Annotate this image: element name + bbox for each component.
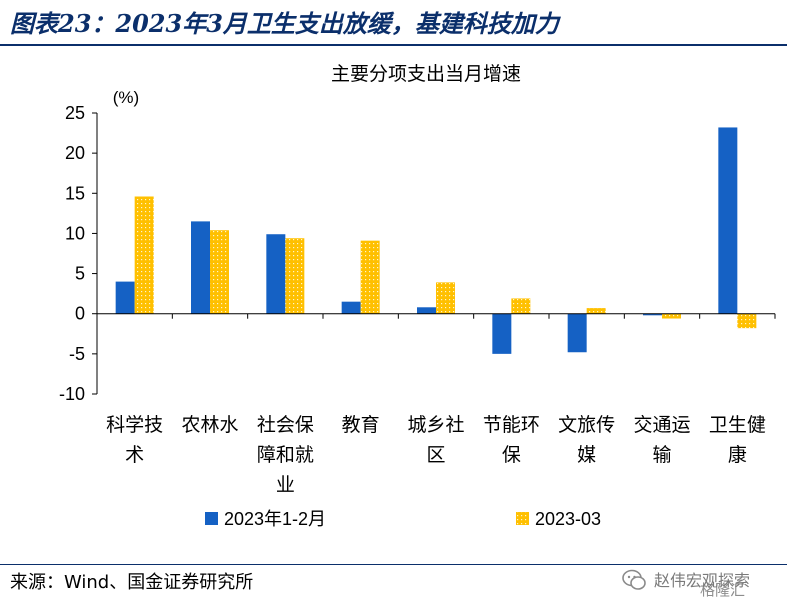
- bar-series-2: [511, 298, 531, 314]
- x-category-label: 术: [125, 444, 144, 466]
- legend-swatch-series-1: [205, 512, 218, 525]
- bar-series-2: [360, 240, 380, 314]
- bar-series-2: [210, 230, 229, 314]
- chart-title: 主要分项支出当月增速: [331, 63, 521, 85]
- bottom-rule: [0, 564, 787, 565]
- x-category-label: 业: [276, 474, 295, 496]
- watermark: 赵伟宏观探索 格隆汇: [616, 565, 786, 599]
- wechat-icon: [622, 569, 646, 590]
- y-tick-label: 20: [65, 143, 85, 163]
- watermark-sub: 格隆汇: [700, 581, 746, 599]
- bar-series-2: [134, 196, 154, 314]
- figure-title: 图表23：2023年3月卫生支出放缓，基建科技加力: [10, 9, 559, 38]
- x-category-label: 区: [426, 444, 445, 466]
- bar-series-1: [115, 281, 135, 314]
- x-category-label: 保: [502, 444, 521, 466]
- bar-series-2: [285, 238, 305, 314]
- x-category-label: 媒: [577, 444, 596, 466]
- y-tick-label: 5: [75, 264, 85, 284]
- bar-series-1: [643, 313, 662, 316]
- watermark-text: 赵伟宏观探索: [654, 571, 751, 590]
- y-tick-label: -10: [59, 384, 85, 404]
- y-tick-label: 0: [75, 304, 85, 324]
- bar-series-2: [662, 313, 681, 319]
- y-tick-label: 25: [65, 103, 85, 123]
- bar-series-1: [266, 234, 286, 314]
- x-category-label: 障和就: [257, 444, 314, 466]
- x-category-label: 科学技: [106, 414, 163, 436]
- x-category-label: 文旅传: [558, 414, 615, 436]
- title-rule: [0, 44, 787, 46]
- bar-series-1: [567, 313, 587, 353]
- bar-series-1: [492, 313, 512, 354]
- legend-label-series-1: 2023年1-2月: [224, 509, 326, 529]
- source-note: 来源：Wind、国金证券研究所: [10, 572, 254, 593]
- x-category-label: 卫生健: [709, 414, 766, 436]
- bar-series-1: [417, 307, 436, 314]
- bar-series-1: [718, 127, 738, 314]
- bar-series-2: [586, 308, 606, 314]
- bar-series-1: [191, 221, 210, 314]
- x-category-label: 输: [652, 444, 671, 466]
- bar-series-1: [341, 301, 361, 314]
- y-tick-label: 15: [65, 183, 85, 203]
- x-category-label: 社会保: [257, 414, 314, 436]
- bar-series-2: [737, 313, 757, 329]
- y-axis-unit: (%): [113, 88, 139, 107]
- x-category-label: 农林水: [181, 414, 238, 436]
- bar-series-2: [436, 282, 455, 314]
- x-category-label: 交通运: [633, 414, 690, 436]
- x-category-label: 康: [728, 444, 747, 466]
- legend-swatch-series-2: [516, 512, 529, 525]
- legend-label-series-2: 2023-03: [535, 509, 601, 529]
- x-category-label: 城乡社: [407, 414, 464, 436]
- y-tick-label: -5: [69, 344, 85, 364]
- x-category-label: 教育: [342, 414, 380, 436]
- x-category-label: 节能环: [483, 414, 540, 436]
- y-tick-label: 10: [65, 223, 85, 243]
